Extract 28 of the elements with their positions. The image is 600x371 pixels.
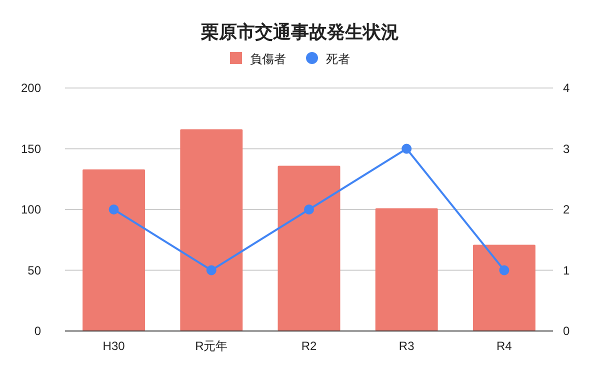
y2-tick-label: 4 <box>563 81 570 95</box>
point <box>304 204 314 214</box>
y2-tick-label: 2 <box>563 202 570 216</box>
y-tick-label: 200 <box>20 81 42 95</box>
point <box>108 204 119 214</box>
x-tick-label: R元年 <box>195 339 228 353</box>
x-tick-label: H30 <box>102 339 126 353</box>
point <box>499 265 510 276</box>
bar <box>375 208 438 331</box>
chart-title: 栗原市交通事故発生状況 <box>200 22 399 42</box>
legend-label: 負傷者 <box>250 52 286 66</box>
bar <box>472 244 536 331</box>
point <box>402 144 412 154</box>
y2-tick-label: 1 <box>563 263 570 278</box>
y-tick-label: 150 <box>20 142 42 156</box>
y-tick-label: 50 <box>28 263 42 278</box>
point <box>206 265 216 276</box>
legend-label: 死者 <box>326 52 350 66</box>
x-tick-label: R3 <box>398 339 415 353</box>
y2-tick-label: 3 <box>563 142 570 156</box>
y2-tick-label: 0 <box>563 324 570 338</box>
bar <box>180 129 243 331</box>
bar <box>82 169 146 331</box>
x-tick-label: R2 <box>301 339 317 353</box>
x-tick-label: R4 <box>496 339 512 353</box>
bar <box>278 166 340 331</box>
y-tick-label: 0 <box>34 324 42 338</box>
y-tick-label: 100 <box>20 202 42 216</box>
